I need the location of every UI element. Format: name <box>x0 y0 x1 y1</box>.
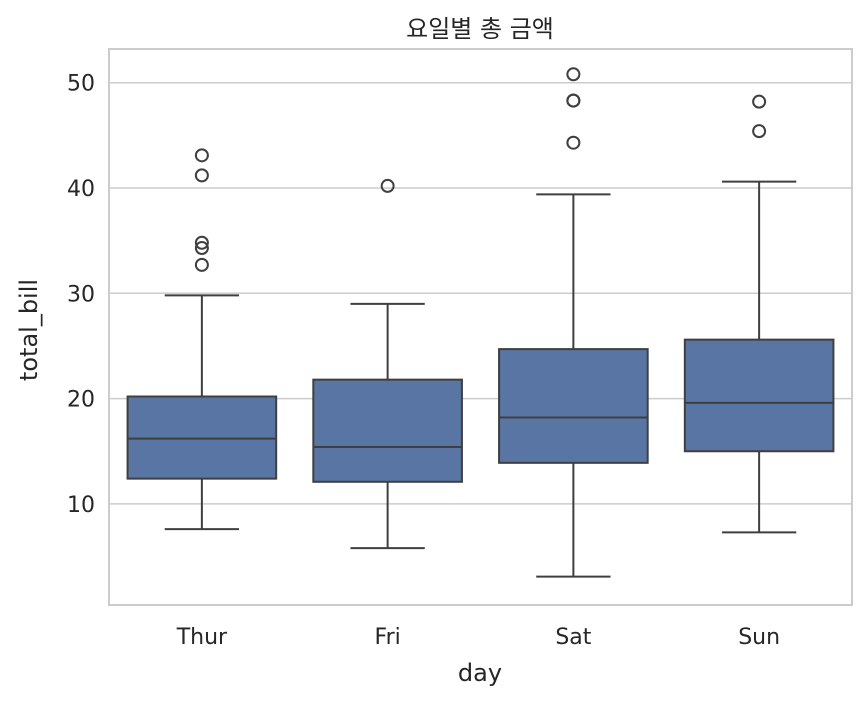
box-group-fri <box>312 178 463 550</box>
x-tick-label: Fri <box>375 625 401 650</box>
outlier-point <box>566 67 581 82</box>
iqr-box <box>683 338 835 453</box>
chart-title: 요일별 총 금액 <box>406 15 554 43</box>
outlier-point <box>566 135 581 150</box>
plot-frame <box>108 48 853 606</box>
x-axis-label: day <box>458 659 502 687</box>
y-tick-label: 10 <box>67 493 95 518</box>
outlier-point <box>566 93 581 108</box>
iqr-box <box>498 348 649 464</box>
outlier-point <box>194 168 209 183</box>
boxes <box>126 67 835 578</box>
outlier-point <box>194 235 209 250</box>
y-tick-label: 30 <box>67 282 95 307</box>
iqr-box <box>126 395 278 480</box>
x-tick-label: Thur <box>176 625 228 650</box>
box-group-thur <box>126 148 278 531</box>
y-tick-labels: 10 20 30 40 50 <box>67 72 95 518</box>
y-tick-label: 40 <box>67 177 95 202</box>
box-group-sat <box>498 67 649 578</box>
y-tick-label: 20 <box>67 388 95 413</box>
x-tick-label: Sat <box>555 625 591 650</box>
outlier-point <box>380 178 395 193</box>
outlier-point <box>752 94 767 109</box>
x-tick-labels: Thur Fri Sat Sun <box>176 625 780 650</box>
outlier-point <box>194 241 209 256</box>
outlier-point <box>752 124 767 139</box>
x-tick-label: Sun <box>738 625 780 650</box>
outlier-point <box>194 257 209 272</box>
y-tick-label: 50 <box>67 72 95 97</box>
outlier-point <box>194 148 209 163</box>
box-group-sun <box>683 94 835 534</box>
iqr-box <box>312 378 463 483</box>
y-axis-label: total_bill <box>15 279 43 381</box>
